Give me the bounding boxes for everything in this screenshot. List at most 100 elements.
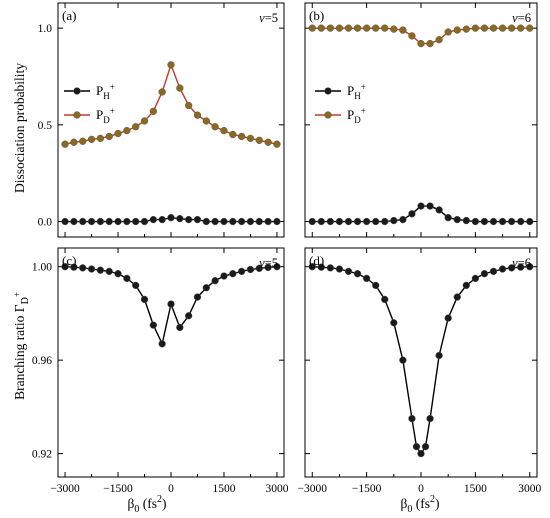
data-point — [158, 340, 166, 348]
legend-label: PD+ — [347, 106, 366, 125]
data-point — [96, 266, 105, 274]
data-point — [471, 274, 480, 283]
data-point — [372, 217, 380, 226]
data-point — [517, 217, 525, 226]
data-point — [326, 24, 335, 32]
legend-marker — [324, 111, 332, 119]
vibrational-level-label: v=6 — [512, 256, 531, 270]
data-point — [444, 28, 452, 36]
data-point — [390, 319, 398, 327]
y-tick-label: 0.0 — [38, 217, 53, 229]
data-point — [372, 24, 380, 32]
data-point — [96, 217, 105, 226]
data-point — [114, 217, 122, 226]
y-tick-label: 1.0 — [38, 23, 53, 35]
series-p-d — [308, 24, 534, 48]
data-point — [220, 272, 228, 280]
data-point — [273, 217, 281, 226]
plot-frame — [57, 2, 285, 238]
data-point — [426, 39, 434, 48]
data-point — [517, 263, 525, 271]
data-point — [123, 217, 131, 226]
data-point — [167, 214, 175, 222]
data-point — [211, 277, 219, 285]
data-point — [229, 270, 237, 278]
data-point — [344, 217, 353, 226]
data-point — [70, 217, 78, 226]
data-point — [149, 107, 157, 115]
vibrational-level-label: v=6 — [512, 11, 531, 25]
plot-frame — [304, 247, 538, 478]
data-point — [202, 217, 210, 226]
data-point — [444, 314, 452, 322]
data-point — [308, 217, 316, 226]
data-point — [453, 215, 461, 224]
data-point — [185, 215, 193, 224]
series-p-d — [61, 61, 281, 148]
x-tick-label: 1500 — [464, 483, 487, 495]
data-point — [399, 215, 407, 224]
data-point — [193, 111, 202, 119]
data-point — [471, 24, 480, 32]
data-point — [255, 136, 263, 144]
series-p-h — [61, 214, 281, 226]
data-point — [105, 217, 113, 226]
data-point — [308, 263, 316, 271]
data-point — [140, 117, 149, 125]
data-point — [246, 217, 255, 226]
data-point — [70, 138, 78, 146]
data-point — [453, 293, 461, 301]
data-point — [417, 449, 425, 458]
data-point — [317, 263, 325, 271]
data-point — [399, 356, 407, 364]
x-axis-title-right: β0 (fs2) — [401, 494, 440, 515]
data-point — [372, 281, 380, 290]
data-point — [176, 214, 184, 223]
data-point — [61, 140, 69, 148]
data-point — [399, 26, 407, 34]
data-point — [507, 217, 516, 226]
data-point — [140, 295, 149, 304]
data-point — [412, 442, 421, 451]
x-tick-label: 0 — [168, 483, 174, 495]
panel-c: −3000 −1500 0 1500 3000 0.92 0.96 1.00 (c) v=5 — [32, 247, 289, 495]
data-point — [435, 36, 443, 44]
data-point — [517, 24, 525, 32]
data-point — [489, 24, 498, 32]
data-point — [526, 24, 534, 32]
x-tick-label: 1500 — [212, 483, 235, 495]
y-tick-label: 0.92 — [32, 449, 52, 461]
data-point — [471, 217, 480, 226]
y-tick-label: 0.96 — [32, 355, 52, 367]
data-point — [317, 24, 325, 32]
data-point — [237, 217, 246, 226]
data-point — [390, 216, 398, 225]
data-point — [344, 24, 353, 32]
data-point — [381, 24, 389, 32]
data-point — [149, 215, 157, 224]
data-point — [211, 217, 219, 226]
legend-marker — [73, 111, 81, 119]
series-line — [64, 64, 278, 145]
data-point — [462, 281, 470, 290]
series-line — [312, 265, 530, 455]
data-point — [362, 24, 371, 32]
data-point — [480, 217, 489, 226]
data-point — [167, 300, 175, 308]
data-point — [202, 117, 210, 125]
data-point — [381, 217, 389, 226]
data-point — [79, 217, 87, 226]
series-branching-ratio — [308, 263, 534, 458]
data-point — [462, 216, 470, 225]
series-p-h — [308, 202, 534, 226]
data-point — [417, 202, 425, 210]
legend-label: PD+ — [96, 106, 115, 125]
y-axis-title-dissociation: Dissociation probability — [12, 63, 27, 193]
data-point — [480, 24, 489, 32]
data-point — [255, 264, 263, 272]
data-point — [229, 130, 237, 139]
data-point — [362, 217, 371, 226]
legend-marker — [73, 87, 81, 95]
data-point — [353, 24, 362, 32]
